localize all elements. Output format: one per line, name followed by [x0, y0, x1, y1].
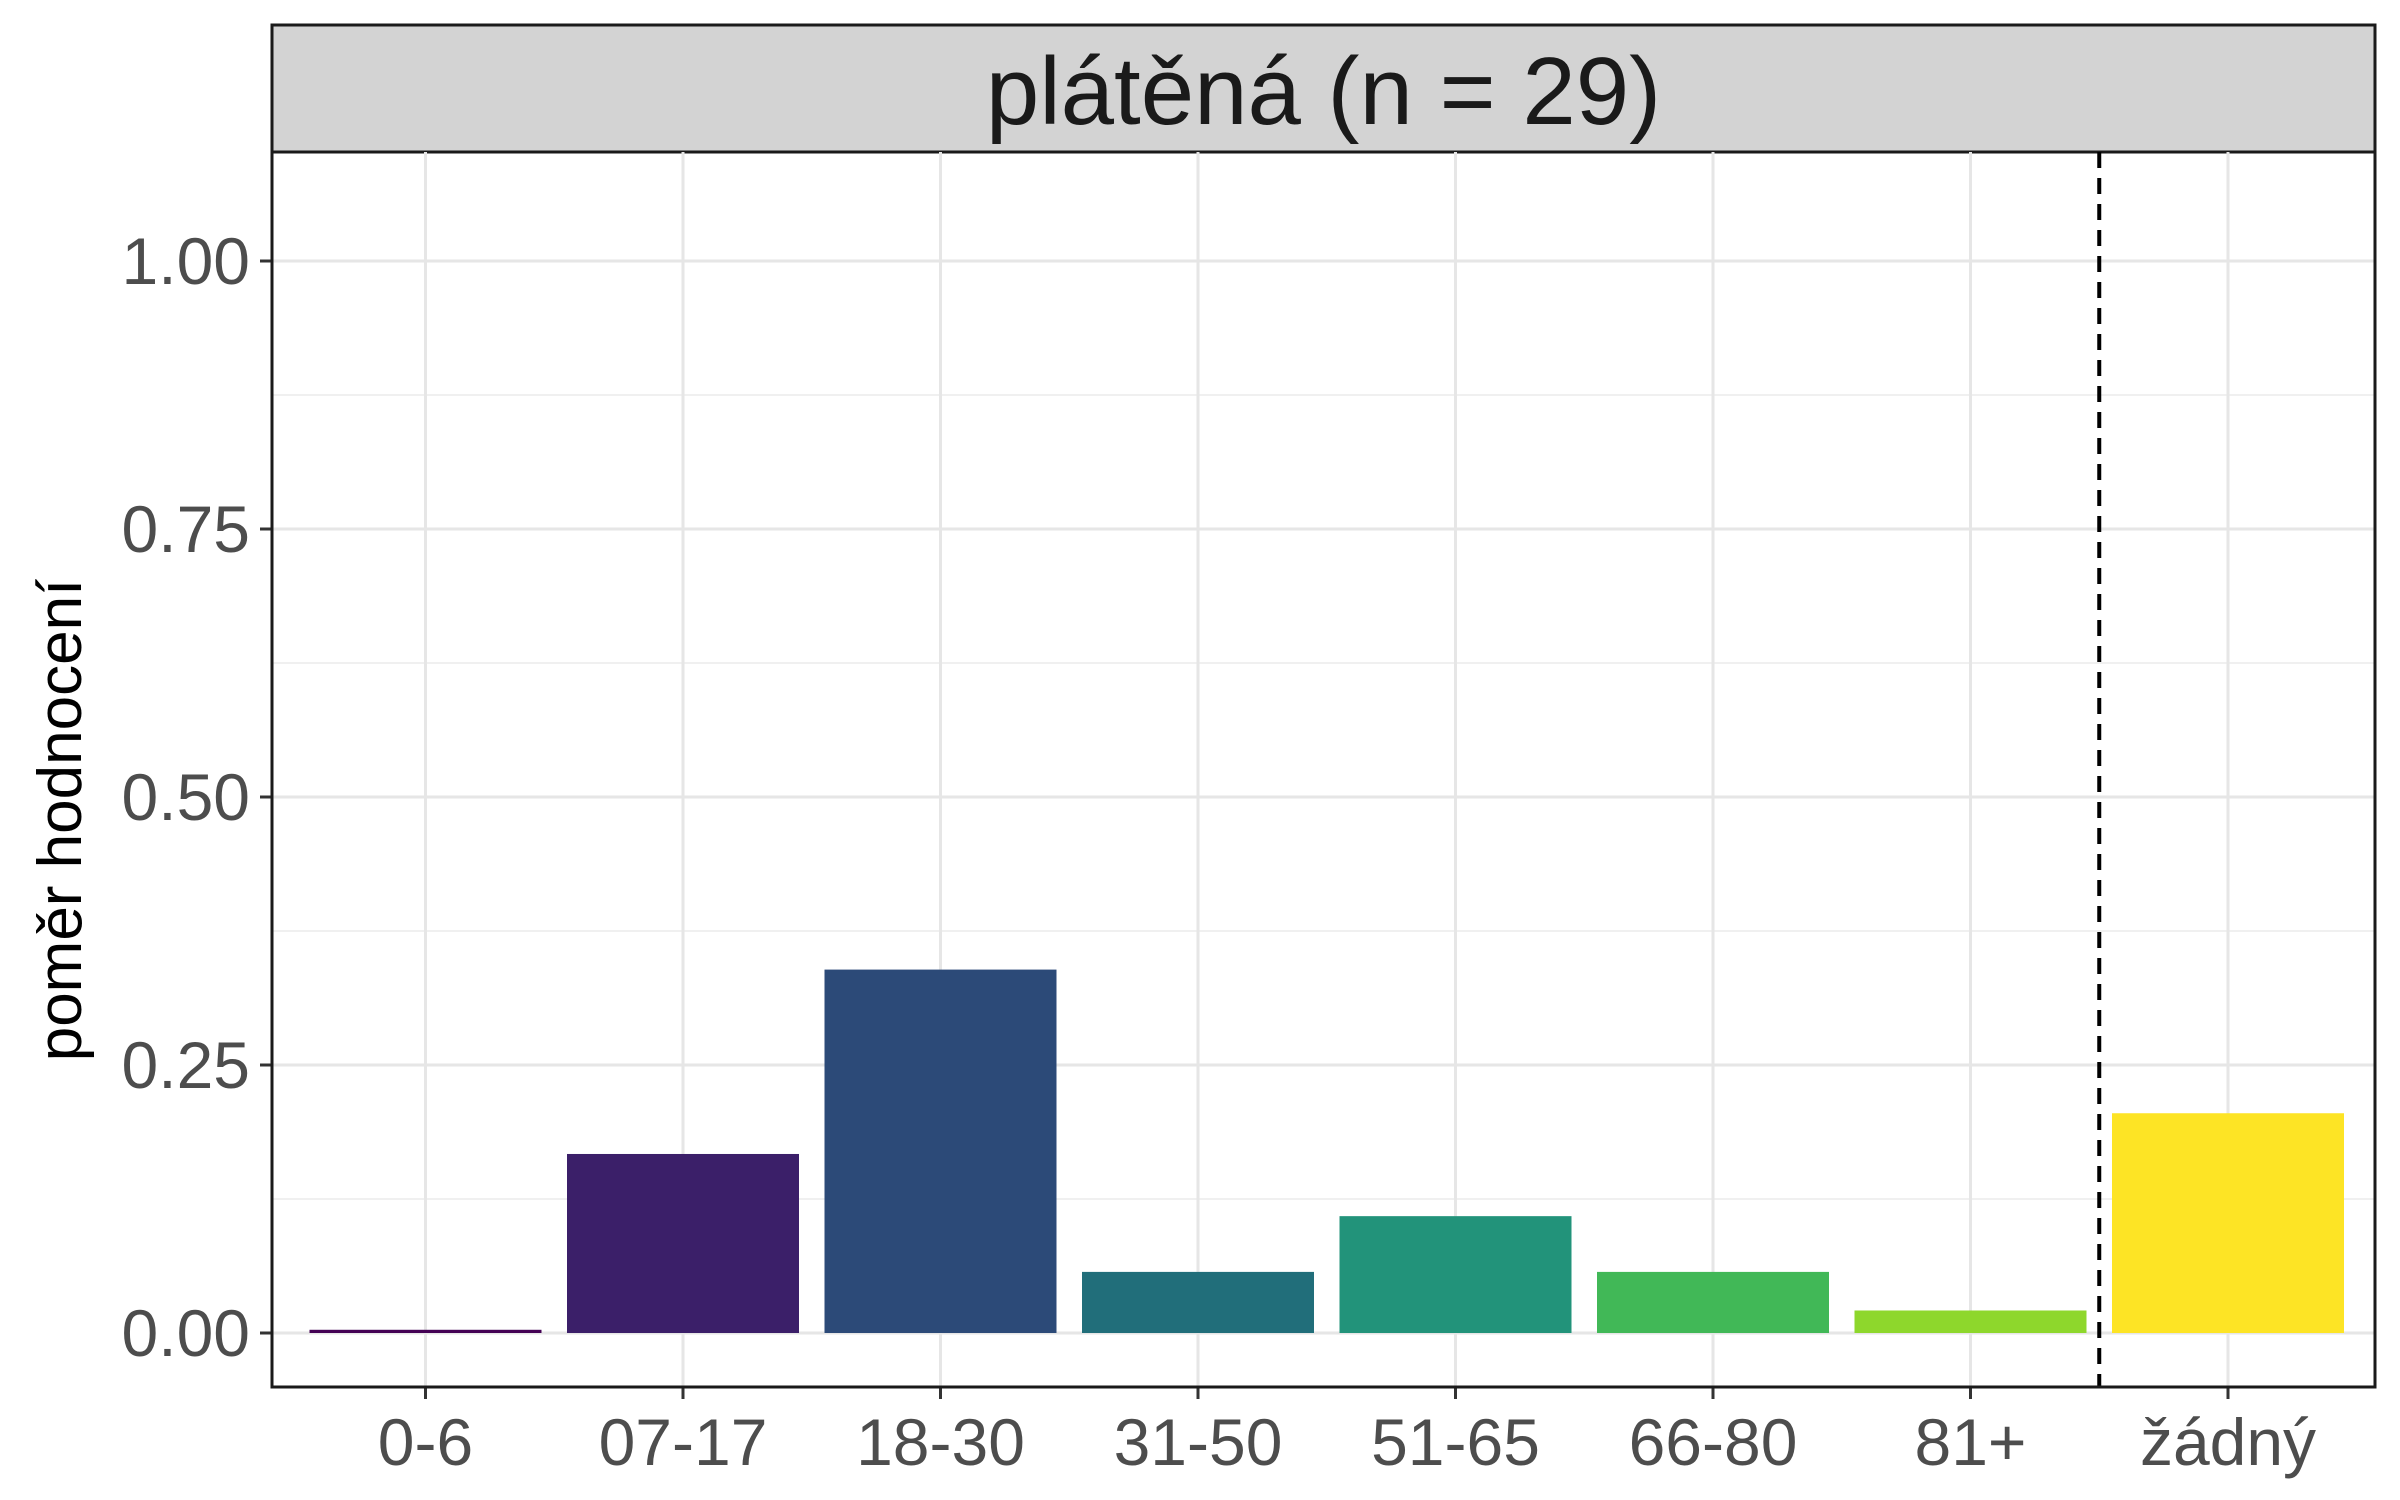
grid-lines	[272, 152, 2375, 1387]
bar-66-80	[1597, 1271, 1829, 1333]
y-tick-label: 1.00	[122, 224, 250, 298]
facet-strip	[272, 25, 2375, 152]
bars	[309, 969, 2344, 1333]
bar-žádný	[2112, 1113, 2344, 1333]
bar-0-6	[309, 1329, 542, 1333]
x-tick-label: 66-80	[1629, 1405, 1798, 1479]
y-tick-label: 0.00	[122, 1296, 250, 1370]
y-tick-label: 0.25	[122, 1028, 250, 1102]
bar-31-50	[1082, 1271, 1314, 1333]
bar-18-30	[824, 969, 1057, 1333]
bar-81+	[1854, 1310, 2087, 1333]
y-tick-label: 0.75	[122, 492, 250, 566]
x-tick-label: 18-30	[856, 1405, 1025, 1479]
x-tick-label: 31-50	[1114, 1405, 1283, 1479]
plot-panel-border	[270, 23, 2377, 1389]
x-tick-label: 81+	[1915, 1405, 2027, 1479]
bar-51-65	[1339, 1216, 1572, 1333]
x-tick-label: 07-17	[599, 1405, 768, 1479]
x-tick-label: 51-65	[1371, 1405, 1540, 1479]
x-axis-ticks: 0-6 07-17 18-30 31-50 51-65 66-80 81+ žádný	[378, 1387, 2316, 1479]
y-axis-ticks: 0.00 0.25 0.50 0.75 1.00	[122, 224, 272, 1370]
facet-title: plátěná (n = 29)	[986, 38, 1661, 145]
y-tick-label: 0.50	[122, 760, 250, 834]
x-tick-label: 0-6	[378, 1405, 473, 1479]
x-tick-label: žádný	[2140, 1405, 2316, 1479]
bar-07-17	[567, 1153, 799, 1333]
y-axis-title: poměr hodnocení	[26, 579, 95, 1062]
